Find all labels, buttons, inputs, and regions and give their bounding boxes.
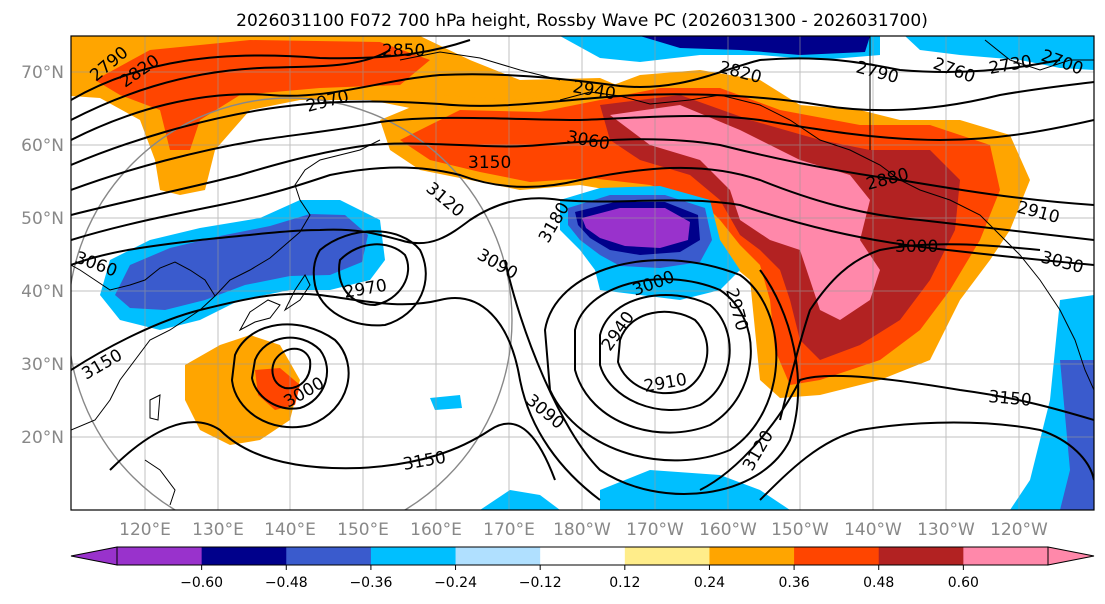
lon-label: 140°W <box>844 520 902 540</box>
longitude-axis: 120°E 130°E 140°E 150°E 160°E 170°E 180°… <box>119 520 1048 540</box>
colorbar-tick-label: −0.60 <box>180 575 223 591</box>
lon-label: 150°W <box>771 520 829 540</box>
colorbar-tick-label: 0.60 <box>948 575 979 591</box>
lon-label: 140°E <box>264 520 316 540</box>
lat-label: 60°N <box>21 136 64 156</box>
colorbar-segments <box>117 547 1049 565</box>
pink-region-northeast <box>610 105 880 320</box>
colorbar-tick-label: −0.36 <box>349 575 392 591</box>
red-region-northwest <box>95 40 430 150</box>
colorbar-segment <box>878 547 964 565</box>
colorbar-segment <box>370 547 457 565</box>
lon-label: 150°E <box>337 520 389 540</box>
rossby-circle <box>71 97 513 510</box>
lat-label: 40°N <box>21 282 64 302</box>
colorbar-segment <box>540 547 626 565</box>
graticule <box>71 36 1094 510</box>
colorbar-under-arrow <box>70 546 118 566</box>
lon-label: 120°E <box>119 520 171 540</box>
lon-label: 170°W <box>626 520 684 540</box>
darkblue-region-north <box>640 36 870 55</box>
anomaly-shading <box>71 36 1094 510</box>
colorbar-tick-label: −0.12 <box>519 575 562 591</box>
colorbar-segment <box>624 547 710 565</box>
colorbar-tick-label: 0.36 <box>779 575 810 591</box>
colorbar-segment <box>117 547 203 565</box>
figure-title: 2026031100 F072 700 hPa height, Rossby W… <box>236 11 928 31</box>
contour-label: 3150 <box>468 153 511 173</box>
colorbar-segment <box>709 547 795 565</box>
contour-label: 3150 <box>988 387 1033 411</box>
lat-label: 50°N <box>21 209 64 229</box>
midblue-region-southeast <box>1060 360 1094 510</box>
colorbar-tick-label: 0.12 <box>609 575 640 591</box>
colorbar-tick-label: 0.24 <box>694 575 725 591</box>
colorbar-segment <box>455 547 541 565</box>
lon-label: 120°W <box>990 520 1048 540</box>
lon-label: 170°E <box>483 520 535 540</box>
height-contours <box>71 39 1094 501</box>
blue-region-south-2 <box>600 470 790 510</box>
colorbar: −0.60 −0.48 −0.36 −0.24 −0.12 0.12 0.24 0.36 0.4… <box>70 546 1095 591</box>
colorbar-ticks: −0.60 −0.48 −0.36 −0.24 −0.12 0.12 0.24 0.36 0.4… <box>180 565 979 591</box>
lon-label: 160°W <box>699 520 757 540</box>
colorbar-tick-label: −0.48 <box>265 575 308 591</box>
blue-region-south-1 <box>480 490 560 510</box>
midblue-region-west <box>115 214 368 310</box>
map-frame <box>70 35 1095 511</box>
contour-label: 2850 <box>382 41 425 61</box>
colorbar-over-arrow <box>1047 546 1095 566</box>
lon-label: 130°W <box>917 520 975 540</box>
lon-label: 180°W <box>553 520 611 540</box>
colorbar-tick-label: 0.48 <box>863 575 894 591</box>
map-panel: 2850 2820 2790 2760 2730 2700 2970 2940 … <box>71 36 1094 510</box>
colorbar-frame <box>116 546 1049 566</box>
lat-label: 30°N <box>21 355 64 375</box>
colorbar-segment <box>201 547 287 565</box>
lon-label: 130°E <box>192 520 244 540</box>
lat-label: 70°N <box>21 63 64 83</box>
colorbar-segment <box>286 547 372 565</box>
coastlines <box>71 36 1094 506</box>
blue-region-south-3 <box>430 395 462 410</box>
colorbar-tick-label: −0.24 <box>434 575 477 591</box>
colorbar-segment <box>963 547 1049 565</box>
contour-label: 3000 <box>895 237 938 257</box>
latitude-axis: 70°N 60°N 50°N 40°N 30°N 20°N <box>21 63 64 448</box>
colorbar-segment <box>794 547 880 565</box>
lat-label: 20°N <box>21 428 64 448</box>
orange-region-southwest <box>185 335 300 445</box>
lon-label: 160°E <box>410 520 462 540</box>
